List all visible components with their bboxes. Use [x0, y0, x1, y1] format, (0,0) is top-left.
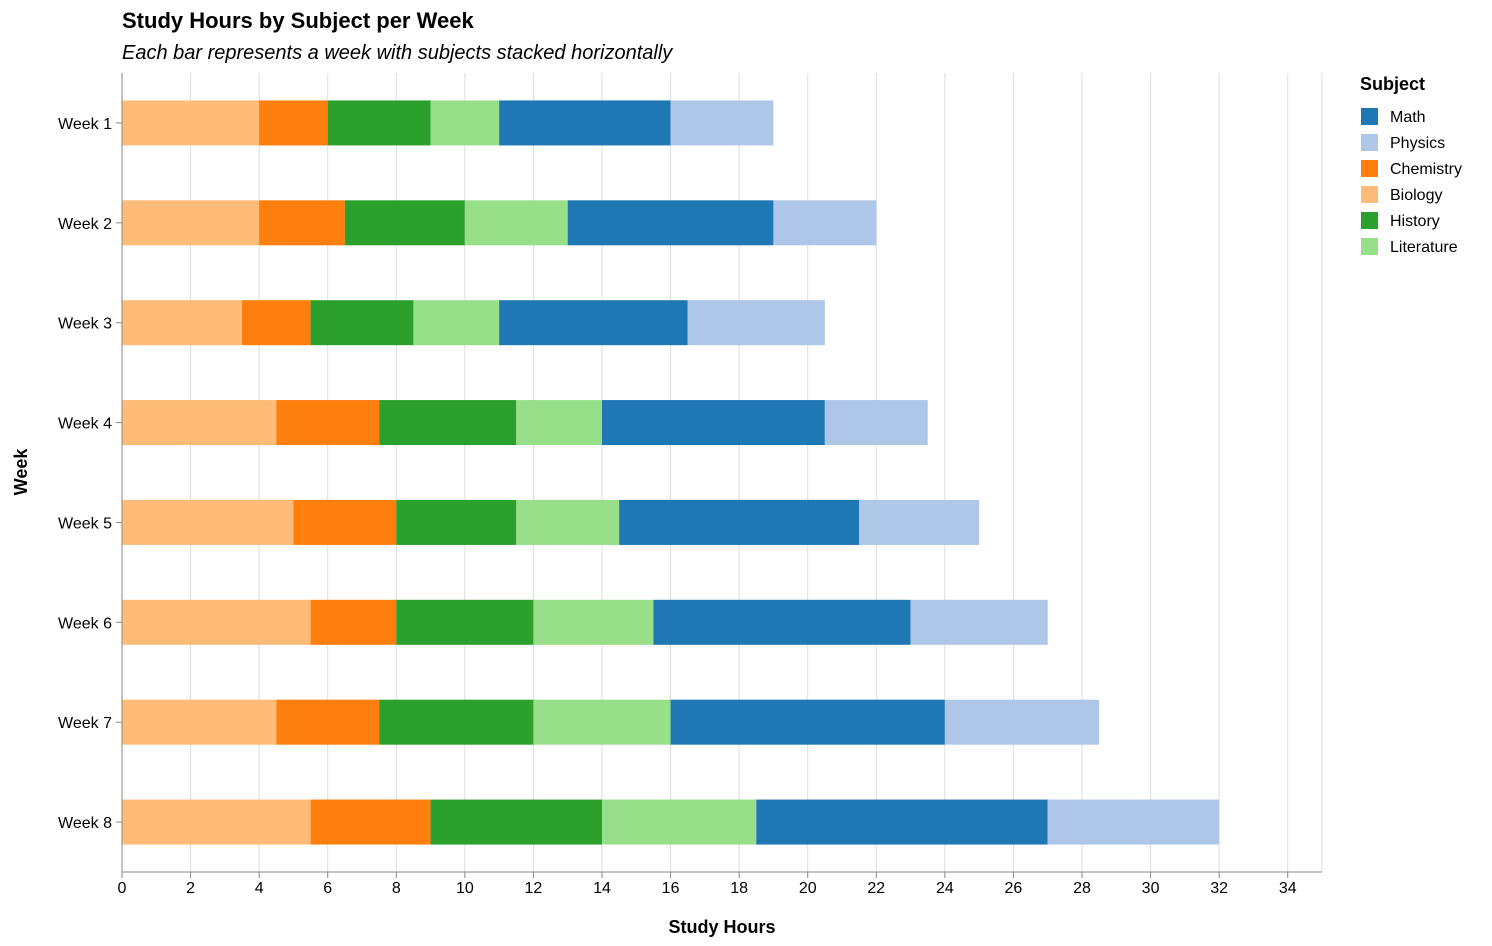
bar-math-week-7	[670, 699, 945, 745]
x-tick-label: 28	[1073, 880, 1091, 897]
bars	[122, 100, 1220, 845]
x-tick-label: 8	[392, 880, 401, 897]
bar-physics-week-1	[670, 100, 774, 146]
legend-label-math: Math	[1390, 109, 1426, 126]
bar-history-week-5	[396, 499, 517, 545]
legend-swatch-biology	[1361, 186, 1378, 203]
bar-physics-week-8	[1047, 799, 1220, 845]
bar-math-week-1	[499, 100, 671, 146]
x-tick-label: 0	[118, 880, 127, 897]
bar-biology-week-2	[122, 200, 260, 246]
bar-physics-week-3	[687, 300, 825, 346]
y-tick-label: Week 2	[58, 216, 112, 233]
bar-chemistry-week-5	[293, 499, 397, 545]
legend-swatch-literature	[1361, 238, 1378, 255]
bar-literature-week-5	[516, 499, 620, 545]
legend-title: Subject	[1360, 74, 1425, 94]
legend-label-literature: Literature	[1390, 239, 1458, 256]
bar-biology-week-7	[122, 699, 277, 745]
legend-swatch-chemistry	[1361, 160, 1378, 177]
bar-chemistry-week-1	[259, 100, 328, 146]
bar-biology-week-5	[122, 499, 294, 545]
bar-chemistry-week-4	[276, 400, 380, 446]
bar-math-week-8	[756, 799, 1048, 845]
x-axis-title: Study Hours	[668, 917, 775, 937]
x-tick-label: 6	[323, 880, 332, 897]
bar-literature-week-7	[533, 699, 671, 745]
x-tick-label: 16	[662, 880, 680, 897]
bar-biology-week-3	[122, 300, 242, 346]
x-tick-label: 32	[1210, 880, 1228, 897]
legend-label-biology: Biology	[1390, 187, 1442, 204]
bar-math-week-3	[499, 300, 688, 346]
bar-history-week-4	[379, 400, 517, 446]
x-tick-label: 10	[456, 880, 474, 897]
bar-history-week-1	[327, 100, 431, 146]
x-tick-label: 18	[730, 880, 748, 897]
y-tick-label: Week 1	[58, 116, 112, 133]
chart-title: Study Hours by Subject per Week	[122, 8, 474, 33]
y-axis-title: Week	[11, 448, 31, 496]
bar-physics-week-7	[944, 699, 1100, 745]
bar-physics-week-5	[859, 499, 980, 545]
y-tick-label: Week 6	[58, 615, 112, 632]
bar-physics-week-4	[824, 400, 928, 446]
bar-chemistry-week-3	[242, 300, 311, 346]
gridlines	[190, 73, 1323, 872]
bar-biology-week-6	[122, 599, 311, 645]
x-tick-label: 34	[1279, 880, 1297, 897]
bar-math-week-6	[653, 599, 911, 645]
bar-physics-week-6	[910, 599, 1048, 645]
bar-chemistry-week-2	[259, 200, 345, 246]
bar-math-week-4	[602, 400, 825, 446]
bar-history-week-6	[396, 599, 534, 645]
bar-history-week-7	[379, 699, 534, 745]
legend-swatch-physics	[1361, 134, 1378, 151]
bar-physics-week-2	[773, 200, 877, 246]
bar-history-week-2	[344, 200, 465, 246]
y-tick-label: Week 7	[58, 715, 112, 732]
legend-swatch-history	[1361, 212, 1378, 229]
legend-swatch-math	[1361, 108, 1378, 125]
bar-literature-week-2	[464, 200, 568, 246]
x-tick-label: 4	[255, 880, 264, 897]
x-tick-label: 20	[799, 880, 817, 897]
x-tick-label: 12	[525, 880, 543, 897]
bar-biology-week-8	[122, 799, 311, 845]
y-tick-label: Week 8	[58, 815, 112, 832]
bar-literature-week-8	[602, 799, 757, 845]
bar-chemistry-week-7	[276, 699, 380, 745]
legend-label-history: History	[1390, 213, 1440, 230]
bar-chemistry-week-6	[310, 599, 397, 645]
bar-literature-week-3	[413, 300, 500, 346]
x-tick-label: 22	[867, 880, 885, 897]
bar-biology-week-4	[122, 400, 277, 446]
y-tick-label: Week 4	[58, 416, 112, 433]
bar-math-week-2	[567, 200, 774, 246]
bar-history-week-3	[310, 300, 414, 346]
bar-history-week-8	[430, 799, 602, 845]
x-tick-label: 24	[936, 880, 954, 897]
bar-literature-week-4	[516, 400, 602, 446]
bar-literature-week-1	[430, 100, 500, 146]
x-tick-label: 30	[1142, 880, 1160, 897]
legend: Subject Math Physics Chemistry Biology Histo…	[1360, 74, 1462, 256]
bar-biology-week-1	[122, 100, 260, 146]
bar-literature-week-6	[533, 599, 654, 645]
x-tick-label: 26	[1005, 880, 1023, 897]
bar-math-week-5	[619, 499, 860, 545]
y-tick-label: Week 5	[58, 515, 112, 532]
x-tick-label: 14	[593, 880, 611, 897]
chart-subtitle: Each bar represents a week with subjects…	[122, 42, 673, 64]
x-tick-label: 2	[186, 880, 195, 897]
y-tick-label: Week 3	[58, 316, 112, 333]
legend-label-chemistry: Chemistry	[1390, 161, 1462, 178]
legend-label-physics: Physics	[1390, 135, 1445, 152]
bar-chemistry-week-8	[310, 799, 431, 845]
